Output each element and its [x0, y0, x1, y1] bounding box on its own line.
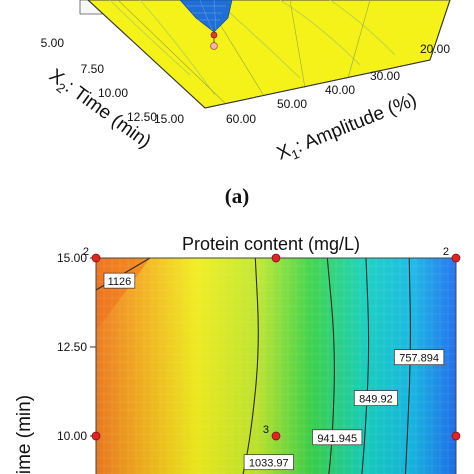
contour-label-box: [394, 349, 445, 366]
y-tick-label: 10.00: [57, 429, 87, 443]
contour-panel: Protein content (mg/L) 1126 1033.97 941.94…: [14, 234, 461, 474]
surface-plane: [87, 0, 451, 109]
contour-label: 849.92: [359, 394, 393, 406]
contour-label-box: [312, 429, 363, 446]
contour-title: Protein content (mg/L): [182, 234, 360, 254]
x2-tick-label: 15.00: [154, 112, 184, 126]
surface-design-point-low: [210, 42, 218, 50]
design-point: [451, 253, 461, 263]
design-points: 2 2 3: [83, 246, 461, 441]
panel-label-a: (a): [225, 184, 250, 208]
x2-tick-label: 12.50: [127, 110, 157, 124]
heatmap-texture: [96, 258, 456, 474]
surface-contour-lines: [109, 0, 396, 96]
contour-label: 757.894: [399, 353, 439, 365]
y-axis-ticks: 15.00 12.50 10.00: [57, 251, 96, 443]
surface-left-edge: [87, 0, 206, 109]
design-point: [271, 431, 281, 441]
y-tick-label: 12.50: [57, 340, 87, 354]
x1-tick-label: 50.00: [277, 97, 307, 111]
surface-front-edge: [204, 59, 431, 109]
x1-tick-label: 20.00: [420, 42, 450, 56]
surface-design-point: [210, 31, 218, 39]
y-tick-label: 15.00: [57, 251, 87, 265]
contour-label: 1033.97: [249, 458, 289, 470]
x1-tick-label: 60.00: [226, 112, 256, 126]
contour-line: [361, 258, 370, 474]
x1-tick-label: 30.00: [370, 69, 400, 83]
design-point: [451, 431, 461, 441]
surface-peak: [179, 0, 233, 33]
contour-labels: 1126 1033.97 941.945 849.92 757.894: [103, 272, 445, 471]
contour-line: [242, 258, 259, 474]
design-point: [91, 253, 101, 263]
design-point: [271, 253, 281, 263]
design-point-label: 2: [83, 246, 89, 258]
x2-tick-label: 5.00: [41, 36, 65, 50]
contour-label-box: [243, 454, 294, 471]
design-point-label: 3: [263, 424, 269, 436]
surface-peak-mesh: [186, 0, 226, 31]
x1-axis-ticks: 60.00 50.00 40.00 30.00 20.00: [226, 42, 450, 126]
contour-label-box: [353, 390, 398, 406]
y-axis-label: Time (min): [14, 395, 35, 474]
design-point-label: 2: [443, 246, 449, 258]
x2-tick-label: 10.00: [98, 86, 128, 100]
contour-label: 1126: [108, 276, 132, 288]
x2-tick-label: 7.50: [81, 62, 105, 76]
contour-label-box: [103, 272, 136, 289]
surface-right-edge: [429, 0, 451, 61]
design-point: [91, 431, 101, 441]
svg-text:Time (min): Time (min): [14, 395, 35, 474]
contour-label: 941.945: [317, 433, 357, 445]
x1-tick-label: 40.00: [325, 83, 355, 97]
